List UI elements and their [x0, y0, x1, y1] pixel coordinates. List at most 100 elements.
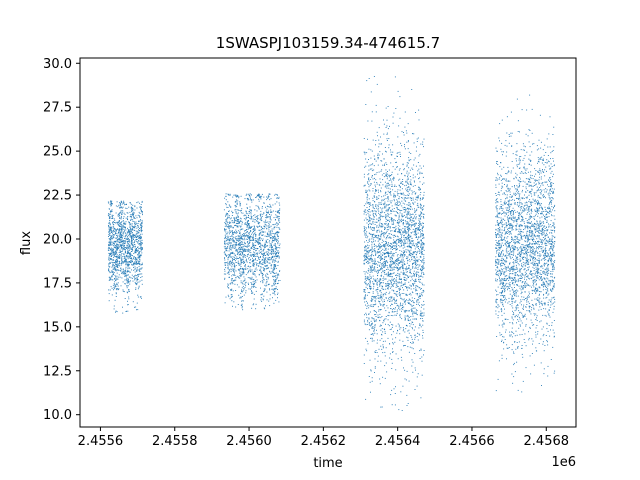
data-point — [374, 221, 376, 223]
data-point — [420, 234, 422, 236]
data-point — [118, 234, 120, 236]
data-point — [273, 236, 275, 237]
data-point — [407, 256, 409, 258]
data-point — [241, 241, 243, 243]
data-point — [275, 253, 277, 255]
data-point — [260, 213, 262, 215]
data-point — [264, 244, 266, 246]
data-point — [113, 259, 115, 261]
data-point — [278, 257, 280, 259]
data-point — [391, 205, 393, 207]
data-point — [108, 228, 110, 230]
data-point — [397, 267, 399, 269]
data-point — [401, 229, 403, 231]
data-point — [117, 255, 119, 257]
data-point — [108, 225, 109, 226]
data-point — [369, 262, 371, 264]
data-point — [387, 128, 389, 130]
data-point — [373, 284, 375, 286]
data-point — [269, 298, 271, 300]
data-point — [409, 214, 411, 216]
data-point — [118, 260, 120, 262]
data-point — [255, 250, 257, 252]
data-point — [421, 229, 423, 231]
data-point — [129, 234, 131, 236]
data-point — [232, 233, 234, 234]
data-point — [133, 257, 135, 259]
data-point — [263, 279, 265, 281]
data-point — [277, 265, 279, 266]
data-point — [237, 304, 239, 305]
data-point — [364, 259, 366, 261]
data-point — [404, 345, 406, 346]
data-point — [422, 241, 424, 243]
data-point — [374, 240, 376, 242]
data-point — [238, 235, 240, 237]
data-point — [268, 206, 270, 208]
data-point — [115, 237, 117, 239]
data-point — [397, 258, 399, 260]
data-point — [247, 251, 249, 253]
data-point — [407, 310, 409, 312]
data-point — [231, 247, 233, 249]
data-point — [417, 267, 419, 269]
data-point — [273, 258, 275, 260]
data-point — [134, 236, 136, 238]
data-point — [229, 226, 231, 228]
data-point — [226, 243, 228, 245]
data-point — [413, 244, 415, 246]
data-point — [394, 190, 396, 192]
data-point — [422, 213, 424, 215]
data-point — [383, 299, 385, 301]
data-point — [132, 276, 134, 278]
data-point — [233, 240, 235, 241]
data-point — [236, 256, 238, 258]
data-point — [379, 256, 381, 258]
data-point — [376, 267, 378, 268]
data-point — [113, 305, 115, 307]
data-point — [113, 242, 115, 244]
data-point — [413, 270, 415, 272]
data-point — [245, 245, 247, 247]
data-point — [382, 322, 384, 324]
data-point — [110, 240, 112, 242]
data-point — [110, 255, 112, 257]
data-point — [268, 227, 270, 229]
data-point — [403, 169, 405, 171]
data-point — [231, 234, 233, 236]
data-point — [115, 292, 117, 294]
data-point — [409, 323, 410, 324]
data-point — [225, 225, 227, 227]
data-point — [245, 235, 247, 237]
data-point — [234, 257, 236, 259]
data-point — [273, 284, 275, 286]
data-point — [119, 250, 121, 252]
data-point — [135, 287, 137, 289]
data-point — [111, 229, 112, 231]
data-point — [395, 263, 397, 265]
data-point — [241, 271, 243, 273]
data-point — [127, 285, 129, 287]
data-point — [276, 231, 278, 233]
data-point — [121, 246, 123, 248]
data-point — [232, 241, 234, 243]
data-point — [273, 284, 275, 285]
data-point — [269, 240, 271, 242]
data-point — [367, 272, 369, 274]
data-point — [262, 250, 264, 252]
data-point — [267, 254, 269, 256]
data-point — [419, 252, 420, 254]
data-point — [366, 317, 368, 319]
data-point — [398, 222, 400, 224]
data-point — [246, 246, 248, 248]
data-point — [255, 197, 257, 198]
data-point — [410, 200, 412, 201]
data-point — [399, 313, 401, 315]
data-point — [371, 323, 373, 325]
data-point — [271, 211, 273, 213]
data-point — [261, 244, 263, 246]
data-point — [242, 283, 244, 285]
data-point — [260, 249, 262, 251]
data-point — [384, 181, 386, 183]
data-point — [407, 177, 409, 179]
